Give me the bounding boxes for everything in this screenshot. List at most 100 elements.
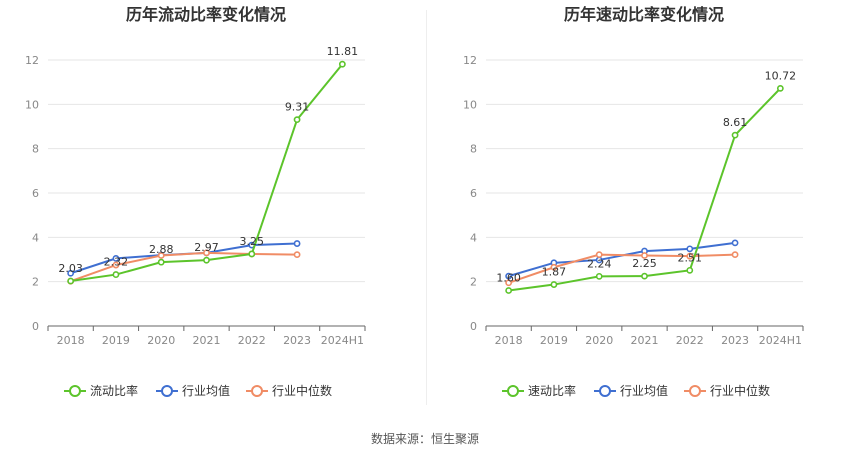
data-point (112, 271, 120, 278)
chart-title: 历年速动比率变化情况 (564, 5, 724, 24)
y-tick-label: 2 (470, 276, 477, 289)
legend: 速动比率 行业均值 行业中位数 (502, 383, 770, 398)
chart-title: 历年流动比率变化情况 (126, 5, 286, 24)
legend-label: 速动比率 (528, 383, 576, 398)
y-tick-label: 0 (470, 320, 477, 333)
data-point (293, 251, 301, 259)
data-point (293, 116, 301, 124)
x-tick-label: 2024H1 (759, 334, 802, 347)
x-tick-label: 2022 (676, 334, 704, 347)
data-point (338, 60, 346, 68)
data-point (112, 254, 120, 262)
data-point (731, 131, 739, 139)
legend-label: 行业中位数 (272, 383, 332, 398)
legend-item: 流动比率 (64, 383, 138, 398)
x-tick-label: 2021 (193, 334, 221, 347)
data-label: 10.72 (765, 69, 797, 82)
legend-item: 行业中位数 (684, 383, 770, 398)
legend-label: 行业中位数 (710, 383, 770, 398)
x-tick-label: 2019 (540, 334, 568, 347)
data-label: 2.32 (104, 256, 129, 269)
x-tick-label: 2021 (631, 334, 659, 347)
data-point (686, 252, 694, 260)
chart-1: 历年流动比率变化情况 0 2 4 6 8 10 12 2018 2019 2020 2021 2022 2… (25, 5, 366, 398)
legend-marker-icon (251, 385, 263, 397)
y-tick-label: 10 (463, 98, 477, 111)
data-label: 2.88 (149, 243, 174, 256)
legend-marker-icon (507, 385, 519, 397)
x-tick-label: 2019 (102, 334, 130, 347)
data-point (550, 263, 558, 271)
legend: 流动比率 行业均值 行业中位数 (64, 383, 332, 398)
x-tick-label: 2018 (495, 334, 523, 347)
data-point (595, 251, 603, 259)
y-tick-label: 8 (470, 143, 477, 156)
data-label: 11.81 (327, 45, 359, 58)
data-point (67, 277, 75, 285)
legend-marker-icon (69, 385, 81, 397)
y-tick-label: 12 (25, 54, 39, 67)
y-tick-label: 8 (32, 143, 39, 156)
legend-marker-icon (599, 385, 611, 397)
data-point (641, 272, 648, 280)
legend-item: 行业中位数 (246, 383, 332, 398)
data-point (203, 256, 210, 264)
y-tick-label: 6 (32, 187, 39, 200)
data-point (776, 84, 784, 92)
x-tick-label: 2018 (57, 334, 85, 347)
data-label: 2.03 (58, 262, 83, 275)
data-label: 9.31 (285, 101, 310, 114)
data-label: 1.87 (542, 266, 567, 279)
legend-item: 速动比率 (502, 383, 576, 398)
data-point (686, 245, 694, 253)
x-tick-label: 2024H1 (321, 334, 364, 347)
data-point (505, 279, 513, 287)
legend-label: 流动比率 (90, 383, 138, 398)
data-point (203, 249, 210, 257)
data-point (641, 252, 648, 259)
data-point (731, 239, 739, 247)
data-label: 2.51 (678, 251, 703, 264)
chart-divider (426, 10, 427, 405)
data-point (157, 252, 165, 259)
series-line-3 (508, 253, 736, 284)
data-point (595, 272, 603, 280)
source-text: 数据来源：恒生聚源 (370, 432, 479, 446)
y-tick-label: 4 (470, 231, 477, 244)
x-tick-label: 2020 (585, 334, 613, 347)
legend-label: 行业均值 (620, 383, 668, 398)
data-label: 2.97 (194, 241, 219, 254)
data-point (550, 281, 558, 288)
series-line-3 (70, 251, 298, 283)
data-label: 3.25 (240, 235, 265, 248)
y-tick-label: 0 (32, 320, 39, 333)
data-label: 2.25 (632, 257, 657, 270)
legend-item: 行业均值 (594, 383, 668, 398)
data-point (157, 258, 165, 266)
x-tick-label: 2020 (147, 334, 175, 347)
data-point (112, 261, 120, 269)
y-tick-label: 6 (470, 187, 477, 200)
legend-marker-icon (161, 385, 173, 397)
x-tick-label: 2023 (721, 334, 749, 347)
data-label: 2.24 (587, 257, 612, 270)
legend-marker-icon (689, 385, 701, 397)
data-point (505, 287, 513, 294)
data-point (293, 240, 301, 247)
data-point (731, 251, 739, 259)
data-label: 8.61 (723, 116, 748, 129)
data-point (67, 269, 75, 277)
legend-item: 行业均值 (156, 383, 230, 398)
data-point (248, 250, 256, 258)
data-label: 1.60 (496, 272, 521, 285)
data-point (505, 272, 513, 280)
y-tick-label: 10 (25, 98, 39, 111)
data-point (686, 266, 694, 274)
y-tick-label: 12 (463, 54, 477, 67)
x-tick-label: 2023 (283, 334, 311, 347)
chart-2: 历年速动比率变化情况 0 2 4 6 8 10 12 2018 2019 2020 2021 2022 2… (463, 5, 804, 398)
y-tick-label: 2 (32, 276, 39, 289)
y-tick-label: 4 (32, 231, 39, 244)
x-tick-label: 2022 (238, 334, 266, 347)
